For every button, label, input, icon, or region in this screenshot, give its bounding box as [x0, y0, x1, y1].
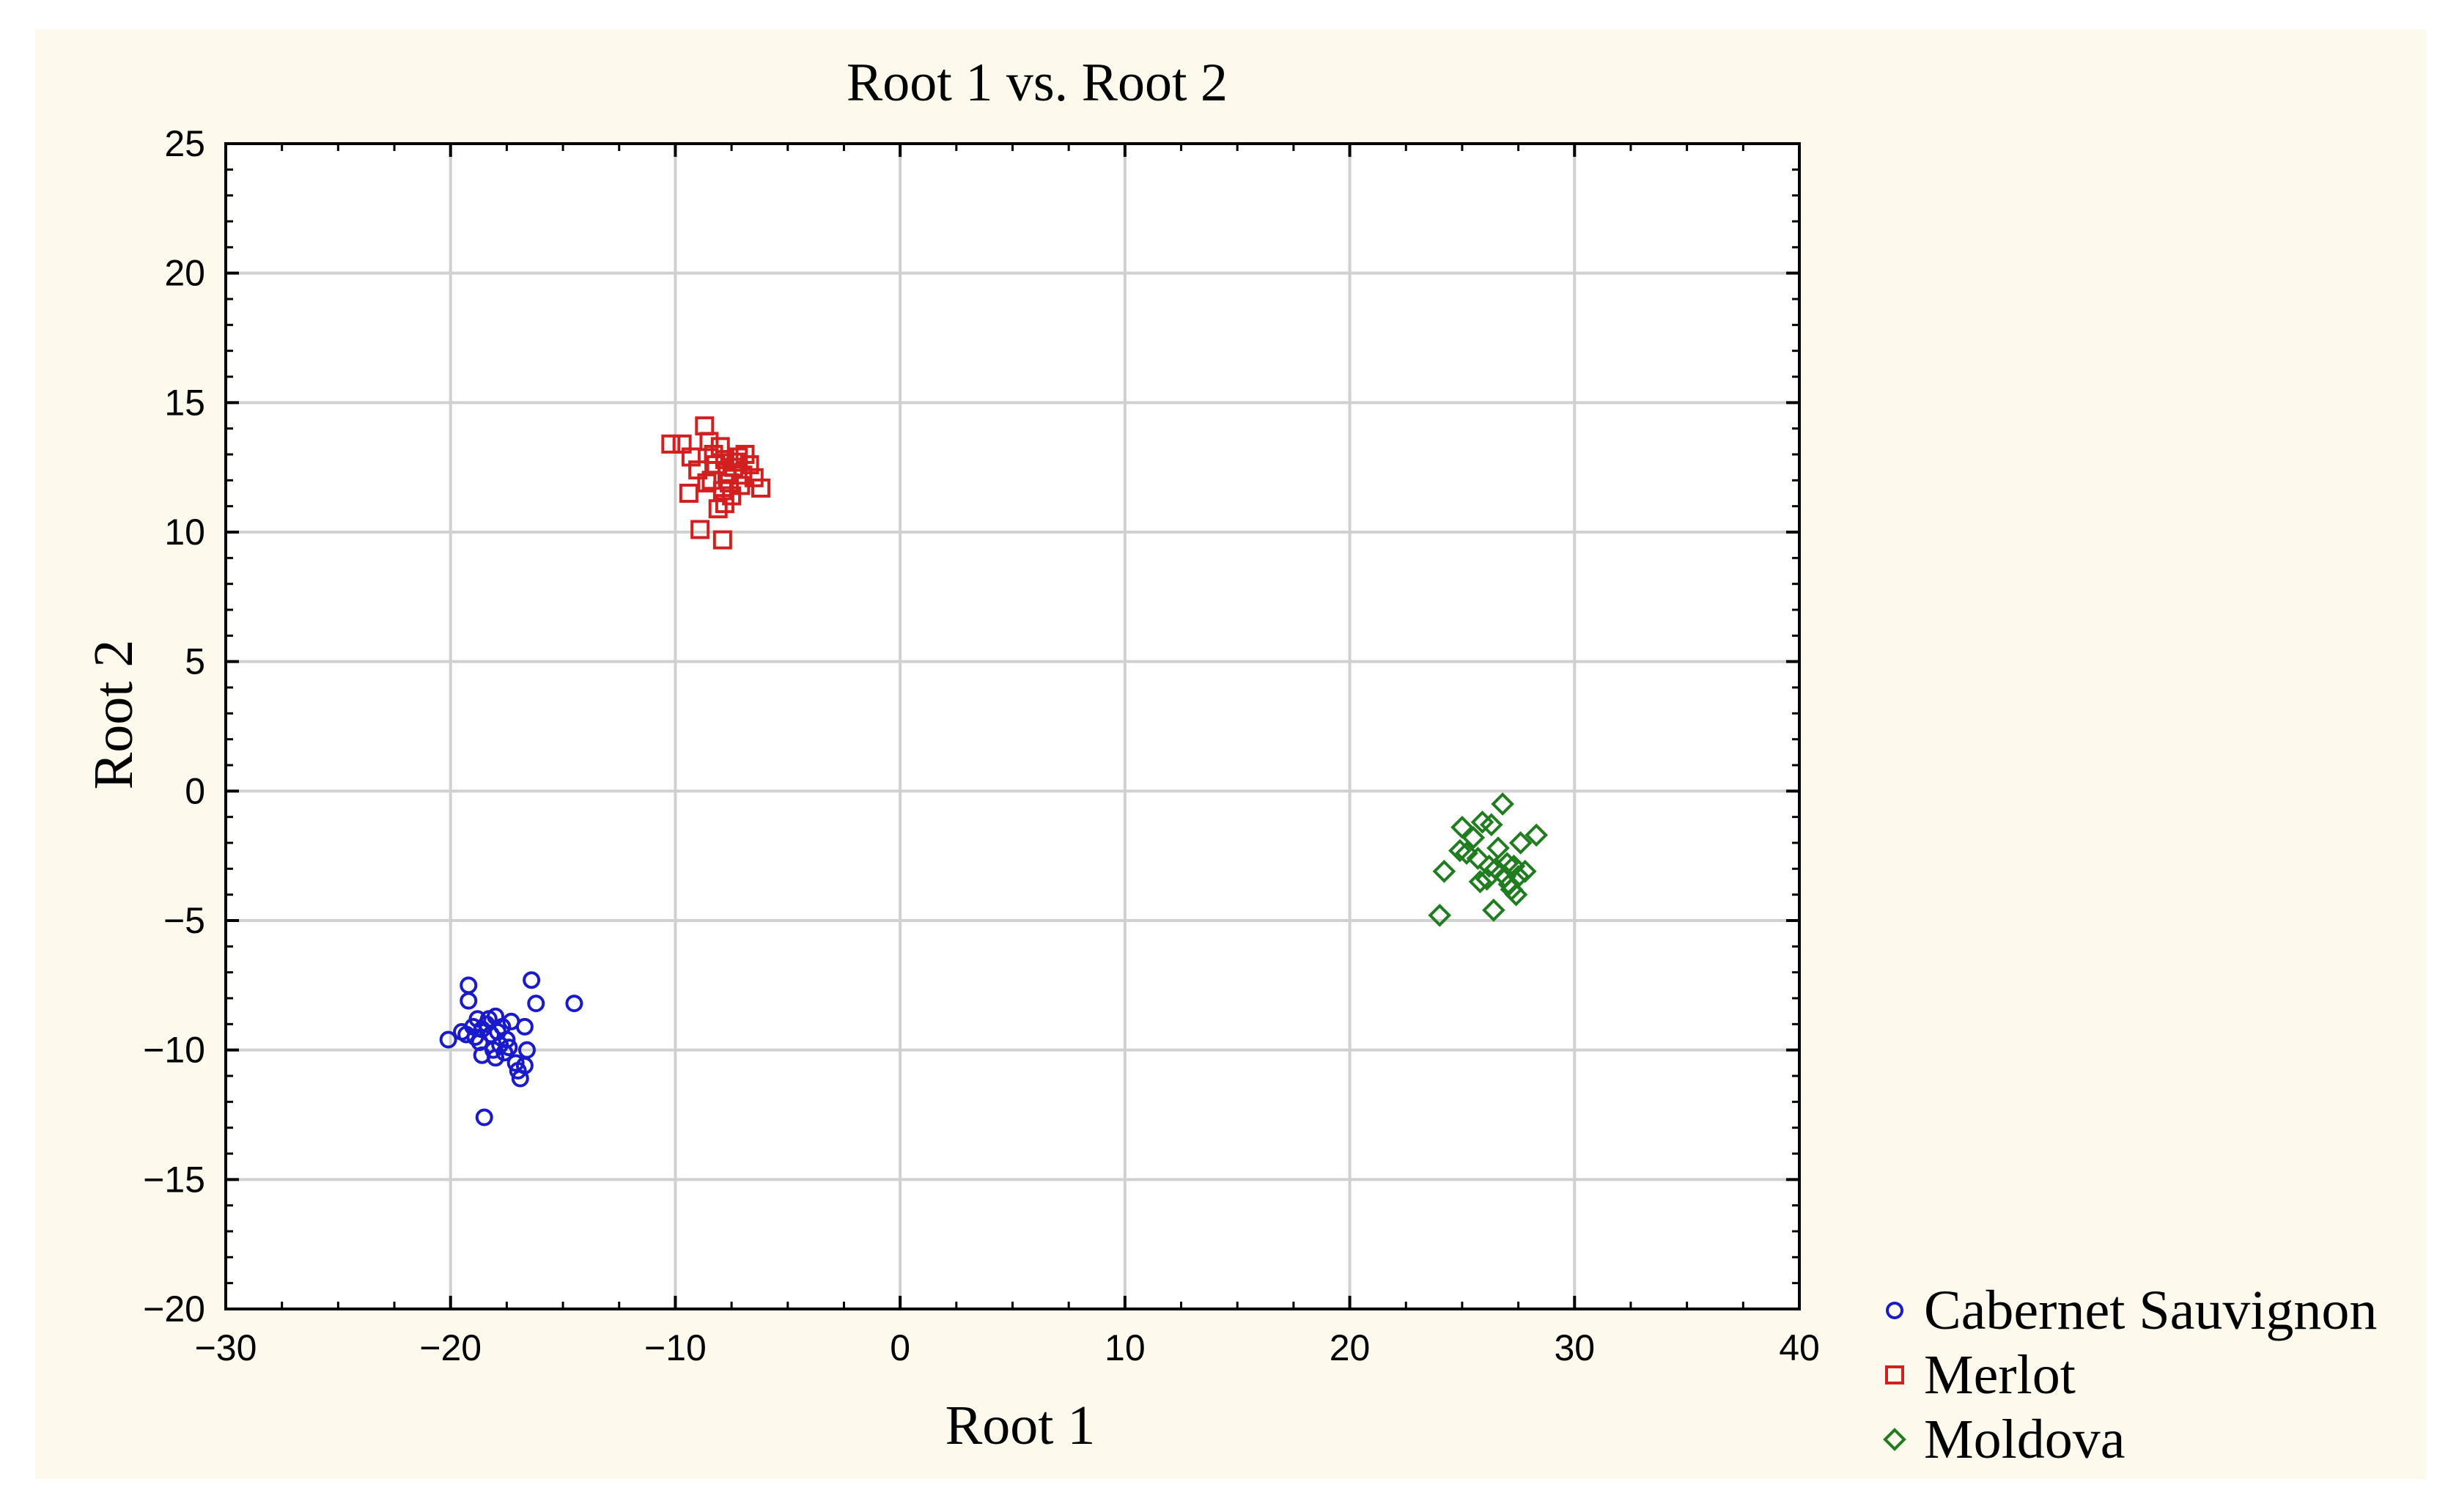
- data-point: [701, 471, 721, 490]
- data-point: [527, 995, 545, 1013]
- data-point: [523, 971, 541, 989]
- data-point: [740, 455, 759, 475]
- data-point: [1513, 860, 1537, 883]
- data-point: [1482, 899, 1505, 922]
- plot-frame: [224, 142, 1801, 1310]
- y-tick-label: 15: [164, 382, 205, 423]
- y-tick-label: 10: [164, 512, 205, 553]
- x-tick-label: 10: [1105, 1327, 1146, 1368]
- data-point: [1450, 815, 1474, 839]
- data-point: [475, 1108, 493, 1126]
- x-tick-label: 40: [1779, 1327, 1820, 1368]
- data-point: [1461, 826, 1486, 849]
- data-point: [498, 1030, 516, 1049]
- data-point: [1486, 836, 1510, 860]
- legend-label: Merlot: [1924, 1344, 2076, 1406]
- series-merlot: [661, 416, 770, 550]
- data-point: [1448, 838, 1472, 863]
- data-point: [1455, 841, 1478, 865]
- y-tick-label: 5: [185, 641, 205, 682]
- x-tick-label: −30: [195, 1327, 257, 1368]
- legend-marker-icon: [1883, 1428, 1906, 1451]
- legend-label: Moldova: [1924, 1409, 2125, 1470]
- data-point: [1428, 904, 1452, 927]
- data-point: [1495, 852, 1519, 876]
- data-point: [460, 992, 478, 1010]
- series-moldova: [1428, 792, 1548, 927]
- data-point: [500, 1039, 518, 1057]
- legend-marker-icon: [1885, 1365, 1904, 1384]
- legend-marker-icon: [1886, 1302, 1903, 1319]
- data-point: [679, 484, 698, 503]
- legend-item: Moldova: [1883, 1409, 2125, 1470]
- legend-label: Cabernet Sauvignon: [1924, 1280, 2377, 1341]
- x-tick-label: −20: [419, 1327, 482, 1368]
- data-point: [439, 1030, 457, 1049]
- y-tick-label: 25: [164, 123, 205, 164]
- plot-area: [226, 144, 1799, 1309]
- legend-item: Cabernet Sauvignon: [1886, 1280, 2377, 1341]
- data-point: [1500, 877, 1524, 901]
- data-points: [439, 416, 1548, 1126]
- data-point: [457, 1025, 476, 1044]
- y-tick-label: 0: [185, 770, 205, 811]
- y-tick-label: −5: [163, 900, 205, 941]
- data-point: [708, 499, 728, 519]
- data-point: [731, 476, 751, 495]
- data-point: [690, 520, 710, 539]
- data-point: [751, 478, 770, 498]
- data-point: [710, 437, 730, 457]
- data-point: [726, 452, 746, 472]
- y-axis-label: Root 2: [83, 640, 144, 790]
- legend-item: Merlot: [1885, 1344, 2076, 1406]
- x-tick-label: −10: [644, 1327, 707, 1368]
- data-point: [1432, 860, 1456, 883]
- y-tick-label: −15: [143, 1159, 205, 1200]
- data-point: [1525, 823, 1548, 847]
- x-tick-label: 30: [1554, 1327, 1595, 1368]
- data-point: [1502, 854, 1526, 878]
- data-point: [517, 1041, 536, 1059]
- data-point: [681, 447, 701, 467]
- x-axis-label: Root 1: [945, 1395, 1096, 1456]
- series-cabernet-sauvignon: [439, 971, 583, 1126]
- data-point: [565, 995, 583, 1013]
- y-tick-label: −10: [143, 1030, 205, 1071]
- data-point: [1508, 831, 1533, 855]
- data-point: [1466, 847, 1490, 871]
- data-point: [1491, 792, 1514, 816]
- data-point: [515, 1017, 534, 1036]
- data-point: [661, 434, 681, 454]
- x-tick-label: 20: [1330, 1327, 1371, 1368]
- chart-title: Root 1 vs. Root 2: [847, 53, 1228, 113]
- data-point: [1479, 813, 1503, 837]
- data-point: [1468, 870, 1492, 893]
- y-tick-label: −20: [143, 1288, 205, 1330]
- data-point: [506, 1054, 525, 1072]
- y-tick-label: 20: [164, 253, 205, 294]
- data-point: [712, 530, 732, 550]
- x-tick-label: 0: [890, 1327, 910, 1368]
- data-point: [699, 432, 719, 451]
- data-point: [487, 1049, 505, 1067]
- data-point: [1504, 882, 1528, 907]
- data-point: [468, 1010, 487, 1028]
- data-point: [1477, 854, 1501, 878]
